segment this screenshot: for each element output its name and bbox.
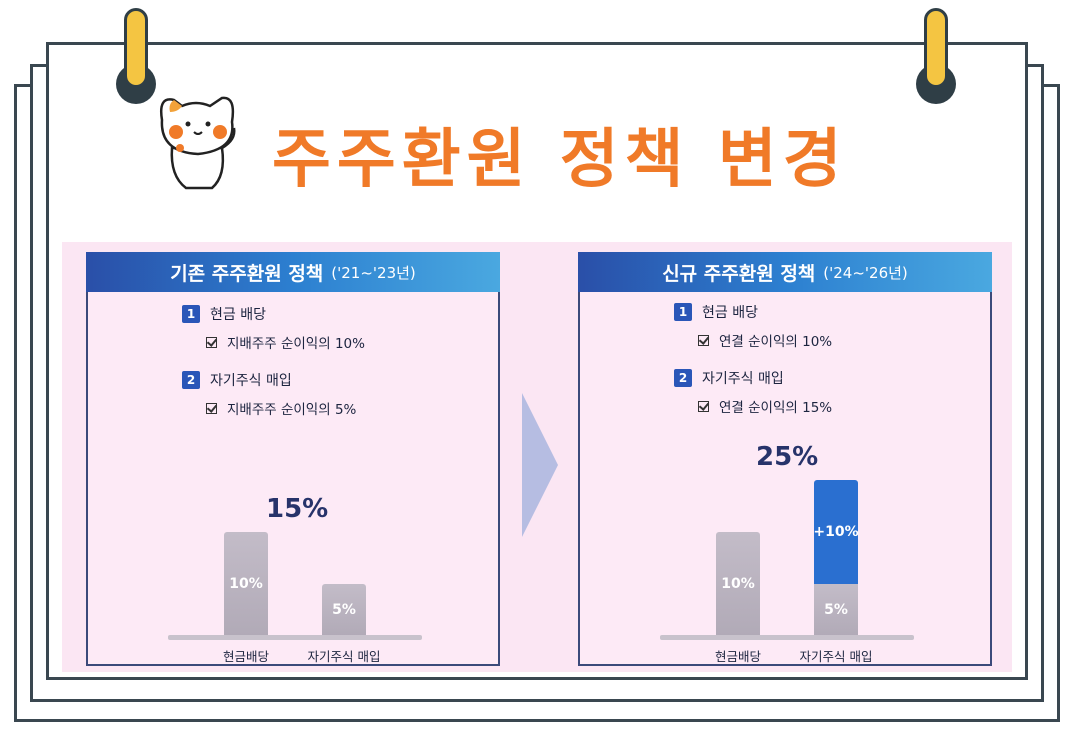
old-item-2-detail: 지배주주 순이익의 5% bbox=[227, 402, 357, 418]
old-bar-cash-dividend-label: 10% bbox=[229, 576, 263, 592]
number-badge-1: 1 bbox=[182, 305, 200, 323]
new-item-1-label: 현금 배당 bbox=[702, 305, 758, 321]
number-badge-2: 2 bbox=[182, 371, 200, 389]
new-bar-cash-dividend: 10% bbox=[716, 532, 760, 636]
new-item-1-detail: 연결 순이익의 10% bbox=[719, 334, 833, 350]
old-item-2-detail-row: 지배주주 순이익의 5% bbox=[206, 398, 356, 418]
old-item-1-label: 현금 배당 bbox=[210, 307, 266, 323]
checkbox-icon bbox=[206, 336, 217, 348]
old-chart-baseline bbox=[168, 635, 422, 640]
new-policy-period: ('24~'26년) bbox=[823, 263, 908, 282]
old-policy-title: 기존 주주환원 정책 bbox=[170, 262, 324, 285]
new-x-label-buyback: 자기주식 매입 bbox=[799, 649, 873, 664]
new-bar-buyback-increase-label: +10% bbox=[813, 524, 859, 540]
new-item-2-detail-row: 연결 순이익의 15% bbox=[698, 396, 832, 416]
new-item-2: 2 자기주식 매입 bbox=[674, 368, 784, 388]
old-x-label-cash: 현금배당 bbox=[222, 649, 269, 664]
new-policy-title: 신규 주주환원 정책 bbox=[662, 262, 816, 285]
new-bar-buyback-increase: +10% bbox=[813, 480, 859, 584]
new-policy-header: 신규 주주환원 정책 ('24~'26년) bbox=[578, 252, 992, 292]
binder-clip-right bbox=[910, 8, 962, 108]
old-policy-panel: 기존 주주환원 정책 ('21~'23년) 1 현금 배당 지배주주 순이익의 … bbox=[86, 252, 500, 666]
checkbox-icon bbox=[206, 402, 217, 414]
new-bar-buyback-base: 5% bbox=[814, 584, 858, 636]
binder-clip-left bbox=[110, 8, 162, 108]
transition-arrow-icon bbox=[522, 393, 558, 537]
new-x-label-cash: 현금배당 bbox=[714, 649, 761, 664]
old-item-1-detail-row: 지배주주 순이익의 10% bbox=[206, 332, 365, 352]
number-badge-2: 2 bbox=[674, 369, 692, 387]
new-item-1-detail-row: 연결 순이익의 10% bbox=[698, 330, 832, 350]
old-item-2-label: 자기주식 매입 bbox=[210, 373, 292, 389]
cat-mascot-icon bbox=[160, 96, 236, 190]
old-bar-cash-dividend: 10% bbox=[224, 532, 268, 636]
old-item-2: 2 자기주식 매입 bbox=[182, 370, 292, 390]
new-chart-baseline bbox=[660, 635, 914, 640]
new-item-2-label: 자기주식 매입 bbox=[702, 371, 784, 387]
new-total-label: 25% bbox=[756, 442, 819, 472]
checkbox-icon bbox=[698, 400, 709, 412]
page-title: 주주환원 정책 변경 bbox=[272, 123, 848, 197]
old-policy-header: 기존 주주환원 정책 ('21~'23년) bbox=[86, 252, 500, 292]
new-bar-cash-dividend-label: 10% bbox=[721, 576, 755, 592]
number-badge-1: 1 bbox=[674, 303, 692, 321]
old-bar-buyback: 5% bbox=[322, 584, 366, 636]
new-policy-panel: 신규 주주환원 정책 ('24~'26년) 1 현금 배당 연결 순이익의 10… bbox=[578, 252, 992, 666]
old-total-label: 15% bbox=[266, 494, 329, 524]
old-item-1: 1 현금 배당 bbox=[182, 304, 266, 324]
old-x-label-buyback: 자기주식 매입 bbox=[307, 649, 381, 664]
old-bar-buyback-label: 5% bbox=[332, 602, 356, 618]
checkbox-icon bbox=[698, 334, 709, 346]
new-bar-buyback-base-label: 5% bbox=[824, 602, 848, 618]
new-item-1: 1 현금 배당 bbox=[674, 302, 758, 322]
old-item-1-detail: 지배주주 순이익의 10% bbox=[227, 336, 365, 352]
new-item-2-detail: 연결 순이익의 15% bbox=[719, 400, 833, 416]
old-policy-period: ('21~'23년) bbox=[331, 263, 416, 282]
